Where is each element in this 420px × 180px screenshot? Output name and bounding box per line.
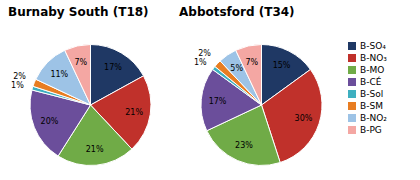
- legend-swatch: [348, 90, 356, 98]
- data-label: 17%: [104, 63, 122, 72]
- legend-item: B-Sol: [348, 89, 383, 99]
- pie-slice: [236, 45, 262, 106]
- chart-title: Burnaby South (T18): [8, 5, 149, 19]
- legend-item: B-NO₃: [348, 53, 387, 63]
- legend: B-SO₄ B-NO₃ B-MOB-CÉ B-Sol B-SM B-NO₂ B-PG: [348, 41, 387, 135]
- data-label: 20%: [41, 117, 59, 126]
- legend-item: B-SM: [348, 101, 383, 111]
- data-label: 17%: [209, 97, 227, 106]
- legend-swatch: [348, 126, 356, 134]
- pie-chart: Burnaby South (T18) 17% 21% 21% 20% 1%2% 11% 7%: [8, 5, 151, 166]
- data-label: 23%: [235, 141, 253, 150]
- legend-label: B-NO₃: [360, 53, 387, 63]
- data-label: 1%: [194, 58, 207, 67]
- legend-label: B-Sol: [360, 89, 383, 99]
- chart-svg: Burnaby South (T18)17%21%21%20%1%2%11%7%…: [0, 0, 420, 180]
- data-label: 15%: [273, 61, 291, 70]
- data-label: 21%: [125, 108, 143, 117]
- legend-item: B-SO₄: [348, 41, 386, 51]
- legend-swatch: [348, 66, 356, 74]
- slices: [201, 45, 322, 166]
- data-label: 1%: [11, 81, 24, 90]
- legend-item: B-PG: [348, 125, 382, 135]
- legend-label: B-SO₄: [360, 41, 386, 51]
- data-labels: 15% 30% 23% 17% 1%2% 5%7%: [194, 49, 313, 150]
- legend-swatch: [348, 114, 356, 122]
- legend-swatch: [348, 42, 356, 50]
- data-label: 5%: [230, 64, 243, 73]
- legend-swatch: [348, 54, 356, 62]
- legend-item: B-NO₂: [348, 113, 387, 123]
- legend-item: B-CÉ: [348, 76, 382, 87]
- legend-swatch: [348, 102, 356, 110]
- legend-label: B-MO: [360, 65, 384, 75]
- data-label: 7%: [75, 58, 88, 67]
- data-labels: 17% 21% 21% 20% 1%2% 11% 7%: [11, 58, 143, 154]
- data-label: 11%: [50, 70, 68, 79]
- pie-chart: Abbotsford (T34) 15% 30% 23% 17% 1%2% 5%7%: [179, 5, 322, 166]
- legend-swatch: [348, 78, 356, 86]
- data-label: 2%: [198, 49, 211, 58]
- legend-label: B-SM: [360, 101, 383, 111]
- legend-label: B-CÉ: [360, 76, 382, 87]
- legend-item: B-MO: [348, 65, 384, 75]
- pie-slice: [65, 45, 91, 106]
- data-label: 7%: [246, 58, 259, 67]
- chart-title: Abbotsford (T34): [179, 5, 295, 19]
- data-label: 21%: [86, 145, 104, 154]
- data-label: 30%: [295, 114, 313, 123]
- slices: [30, 45, 151, 166]
- legend-label: B-NO₂: [360, 113, 387, 123]
- data-label: 2%: [13, 72, 26, 81]
- legend-label: B-PG: [360, 125, 382, 135]
